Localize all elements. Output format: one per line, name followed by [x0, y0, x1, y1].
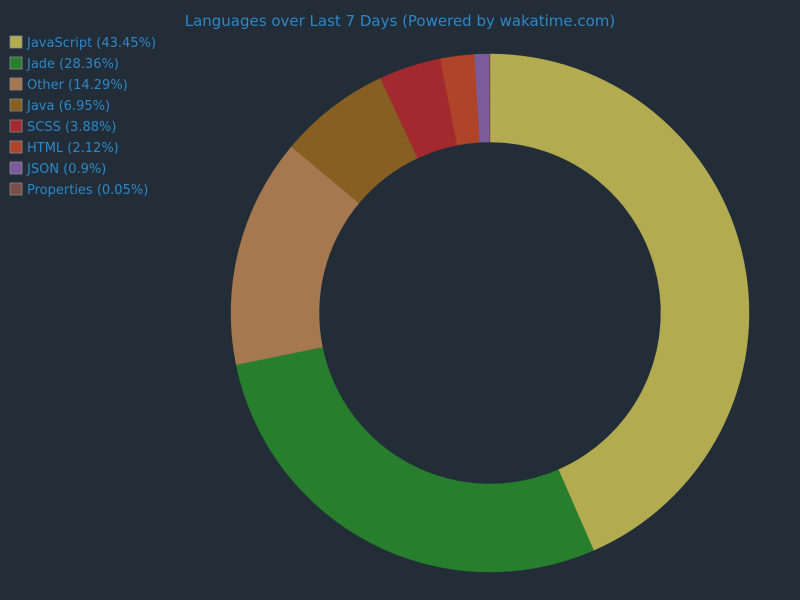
chart-title: Languages over Last 7 Days (Powered by w… [185, 12, 616, 30]
legend-swatch [9, 77, 23, 91]
legend-swatch [9, 140, 23, 154]
legend-swatch [9, 98, 23, 112]
legend-swatch [9, 119, 23, 133]
slice-javascript[interactable] [489, 53, 750, 551]
legend-label: HTML (2.12%) [27, 141, 119, 156]
legend-label: Jade (28.36%) [26, 57, 119, 72]
legend-swatch [9, 35, 23, 49]
legend-label: Other (14.29%) [27, 78, 128, 93]
legend-label: Java (6.95%) [26, 99, 110, 114]
legend-swatch [9, 56, 23, 70]
slice-properties[interactable] [488, 53, 491, 143]
legend-swatch [9, 161, 23, 175]
legend-item-javascript[interactable]: JavaScript (43.45%) [9, 35, 156, 51]
legend-item-other[interactable]: Other (14.29%) [9, 77, 128, 93]
slices-layer [230, 53, 750, 573]
legend-item-java[interactable]: Java (6.95%) [9, 98, 110, 114]
legend-item-jade[interactable]: Jade (28.36%) [9, 56, 119, 72]
legend-label: Properties (0.05%) [27, 183, 148, 198]
legend-label: JavaScript (43.45%) [26, 36, 156, 51]
legend-label: SCSS (3.88%) [27, 120, 116, 135]
legend-label: JSON (0.9%) [26, 162, 106, 177]
legend-item-json[interactable]: JSON (0.9%) [9, 161, 106, 177]
legend-item-scss[interactable]: SCSS (3.88%) [9, 119, 116, 135]
legend-swatch [9, 182, 23, 196]
legend: JavaScript (43.45%) Jade (28.36%) Other (1… [9, 35, 156, 198]
legend-item-html[interactable]: HTML (2.12%) [9, 140, 119, 156]
slice-jade[interactable] [235, 346, 594, 573]
legend-item-properties[interactable]: Properties (0.05%) [9, 182, 148, 198]
